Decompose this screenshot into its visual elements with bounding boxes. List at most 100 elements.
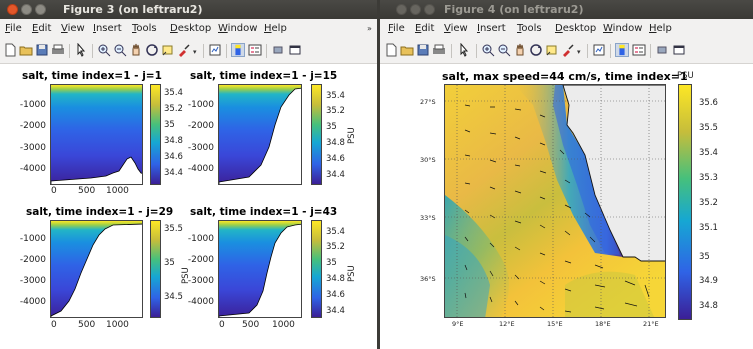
menu-help[interactable]: Help	[649, 23, 672, 34]
menu-window[interactable]: Window	[218, 23, 258, 34]
colorbar-label: PSU	[677, 71, 694, 81]
save-icon[interactable]	[416, 43, 430, 57]
subplot-2-section	[219, 85, 301, 184]
longitude-tick-label: 18°E	[595, 320, 611, 328]
figure-3-window: Figure 3 (on leftraru2) File Edit View I…	[0, 0, 377, 349]
maximize-window-button[interactable]	[35, 4, 46, 15]
x-tick-label: 0	[51, 320, 57, 330]
print-icon[interactable]	[51, 43, 65, 57]
hide-tools-icon[interactable]	[655, 43, 669, 57]
pointer-icon[interactable]	[74, 43, 88, 57]
zoom-in-icon[interactable]	[97, 43, 111, 57]
link-plot-icon[interactable]	[592, 43, 606, 57]
map-axes[interactable]	[444, 84, 666, 318]
brush-icon[interactable]	[177, 43, 191, 57]
colorbar-tick-label: 35.6	[699, 98, 718, 108]
subplot-3-colorbar[interactable]	[150, 220, 161, 318]
y-tick-label: -4000	[187, 297, 214, 307]
menu-bar: File Edit View Insert Tools Desktop Wind…	[0, 19, 377, 39]
colorbar-icon[interactable]	[615, 43, 629, 57]
menu-file[interactable]: File	[5, 23, 22, 34]
y-tick-label: -3000	[19, 276, 46, 286]
zoom-out-icon[interactable]	[497, 43, 511, 57]
subplot-3-axes[interactable]	[50, 220, 143, 318]
save-icon[interactable]	[35, 43, 49, 57]
brush-dropdown-icon[interactable]: ▾	[193, 48, 197, 56]
colorbar-tick-label: 34.4	[326, 306, 345, 316]
menu-view[interactable]: View	[444, 23, 468, 34]
longitude-tick-label: 12°E	[499, 320, 515, 328]
rotate-icon[interactable]	[145, 43, 159, 57]
print-icon[interactable]	[432, 43, 446, 57]
rotate-icon[interactable]	[529, 43, 543, 57]
longitude-tick-label: 9°E	[452, 320, 464, 328]
subplot-4-axes[interactable]	[218, 220, 302, 318]
menu-edit[interactable]: Edit	[415, 23, 435, 34]
minimize-window-button[interactable]	[410, 4, 421, 15]
close-window-button[interactable]	[7, 4, 18, 15]
link-plot-icon[interactable]	[208, 43, 222, 57]
subplot-2-axes[interactable]	[218, 84, 302, 185]
subplot-4-colorbar[interactable]	[311, 220, 322, 318]
latitude-tick-label: 30°S	[420, 156, 436, 164]
menu-file[interactable]: File	[388, 23, 405, 34]
map-colorbar[interactable]	[678, 84, 692, 320]
toolbar-separator	[451, 44, 452, 58]
menu-insert[interactable]: Insert	[93, 23, 122, 34]
y-tick-label: -4000	[19, 297, 46, 307]
menu-edit[interactable]: Edit	[32, 23, 52, 34]
zoom-out-icon[interactable]	[113, 43, 127, 57]
legend-icon[interactable]	[248, 43, 262, 57]
figure-canvas[interactable]: salt, time index=1 - j=1 -1000 -2000 -30…	[0, 64, 377, 349]
figure-4-window: Figure 4 (on leftraru2) File Edit View I…	[380, 0, 753, 349]
menu-overflow-icon[interactable]: »	[367, 24, 372, 33]
x-tick-label: 1000	[106, 186, 129, 196]
zoom-in-icon[interactable]	[481, 43, 495, 57]
y-tick-label: -3000	[187, 276, 214, 286]
toolbar-separator	[226, 44, 227, 58]
pan-icon[interactable]	[129, 43, 143, 57]
subplot-2-colorbar[interactable]	[311, 84, 322, 185]
show-tools-icon[interactable]	[672, 43, 686, 57]
subplot-1-axes[interactable]	[50, 84, 143, 185]
colorbar-tick-label: 34.8	[326, 274, 345, 284]
data-cursor-icon[interactable]	[545, 43, 559, 57]
subplot-1-colorbar[interactable]	[150, 84, 161, 185]
new-file-icon[interactable]	[384, 43, 398, 57]
y-tick-label: -3000	[187, 143, 214, 153]
brush-dropdown-icon[interactable]: ▾	[577, 48, 581, 56]
minimize-window-button[interactable]	[21, 4, 32, 15]
menu-window[interactable]: Window	[603, 23, 643, 34]
new-file-icon[interactable]	[3, 43, 17, 57]
title-bar[interactable]: Figure 3 (on leftraru2)	[0, 0, 377, 19]
legend-icon[interactable]	[632, 43, 646, 57]
colorbar-tick-label: 35.4	[326, 227, 345, 237]
colorbar-tick-label: 35.1	[699, 223, 718, 233]
close-window-button[interactable]	[396, 4, 407, 15]
colorbar-icon[interactable]	[231, 43, 245, 57]
data-cursor-icon[interactable]	[161, 43, 175, 57]
hide-tools-icon[interactable]	[271, 43, 285, 57]
open-folder-icon[interactable]	[19, 43, 33, 57]
show-tools-icon[interactable]	[288, 43, 302, 57]
menu-insert[interactable]: Insert	[477, 23, 506, 34]
title-bar[interactable]: Figure 4 (on leftraru2)	[380, 0, 753, 19]
menu-desktop[interactable]: Desktop	[170, 23, 212, 34]
colorbar-tick-label: 34.5	[164, 292, 183, 302]
y-tick-label: -1000	[19, 234, 46, 244]
figure-canvas[interactable]: salt, max speed=44 cm/s, time index=1	[380, 64, 753, 349]
menu-view[interactable]: View	[61, 23, 85, 34]
menu-desktop[interactable]: Desktop	[555, 23, 597, 34]
maximize-window-button[interactable]	[424, 4, 435, 15]
latitude-tick-label: 33°S	[420, 214, 436, 222]
y-tick-label: -4000	[187, 164, 214, 174]
menu-help[interactable]: Help	[264, 23, 287, 34]
menu-tools[interactable]: Tools	[132, 23, 157, 34]
colorbar-tick-label: 35	[164, 120, 175, 130]
brush-icon[interactable]	[561, 43, 575, 57]
pointer-icon[interactable]	[457, 43, 471, 57]
open-folder-icon[interactable]	[400, 43, 414, 57]
colorbar-tick-label: 35.4	[326, 91, 345, 101]
menu-tools[interactable]: Tools	[517, 23, 542, 34]
pan-icon[interactable]	[513, 43, 527, 57]
